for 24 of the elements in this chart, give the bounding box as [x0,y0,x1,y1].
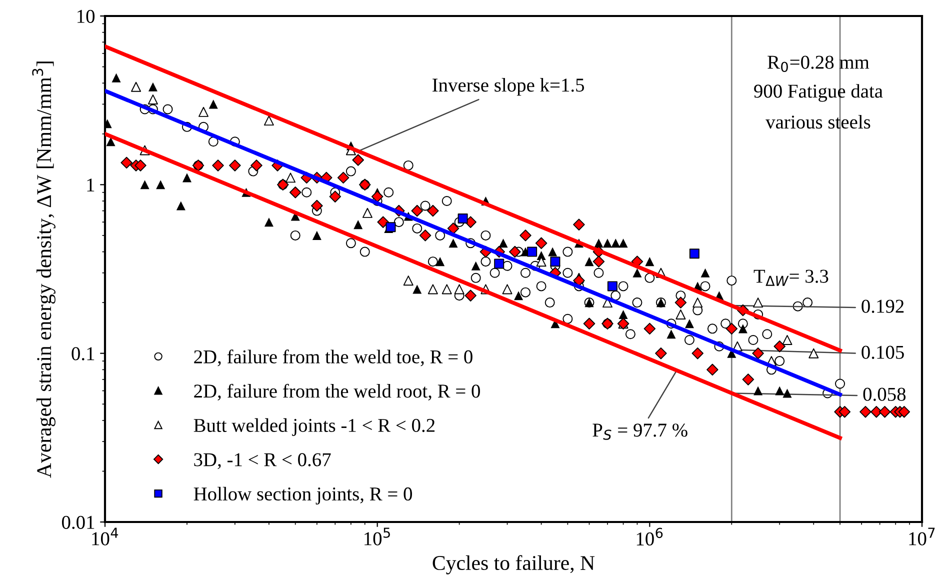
legend-label: 2D, failure from the weld root, R = 0 [194,384,480,401]
x-tick-label: 10$^{5}$ [364,528,390,546]
annotation: Inverse slope k=1.5 [432,78,584,96]
annotation: 0.058 [863,388,906,401]
annotation: 0.105 [862,346,904,359]
legend-label: Butt welded joints -1 < R < 0.2 [194,418,435,436]
legend-label: Hollow section joints, R = 0 [194,486,412,504]
annotation: R$_{0}$=0.28 mm [768,56,870,72]
x-axis-title: Cycles to failure, N [432,555,595,574]
y-tick-label: 1 [87,178,94,192]
legend-label: 3D, -1 < R < 0.67 [194,453,331,470]
y-axis-title: Averaged strain energy density, ΔW [Nmm/mm$^{3}$] [32,62,56,478]
y-tick-label: 0.1 [72,347,94,360]
y-tick-label: 0.01 [62,516,94,530]
x-tick-label: 10$^{4}$ [92,528,118,546]
annotation: various steels [766,114,870,129]
annotation: T$_{ΔW}$= 3.3 [754,270,828,286]
annotation: P$_{S}$ = 97.7 % [592,424,688,440]
annotation: 0.192 [862,300,904,313]
x-tick-label: 10$^{7}$ [909,528,935,546]
y-tick-label: 10 [78,10,95,23]
x-tick-label: 10$^{6}$ [636,528,663,546]
annotation: 900 Fatigue data [754,84,883,102]
legend-label: 2D, failure from the weld toe, R = 0 [194,350,472,366]
